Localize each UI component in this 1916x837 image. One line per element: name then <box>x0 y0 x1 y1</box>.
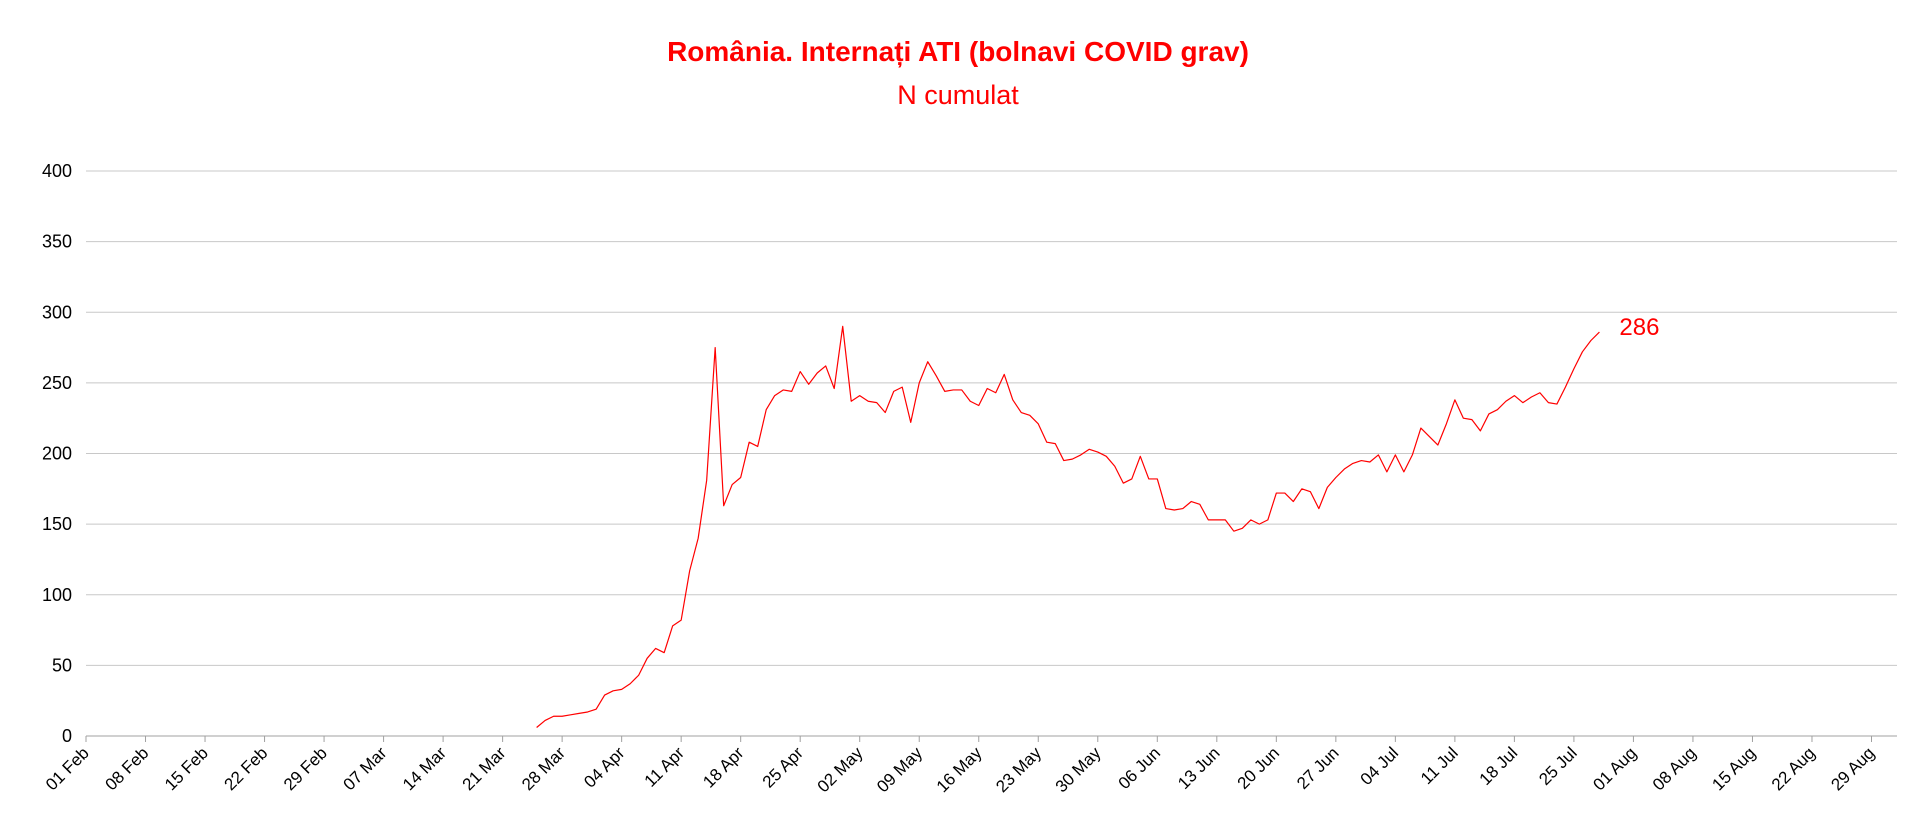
x-tick-label: 27 Jun <box>1293 743 1343 793</box>
x-axis <box>85 735 1897 742</box>
y-tick-label: 150 <box>42 514 72 534</box>
x-tick-label: 13 Jun <box>1174 743 1224 793</box>
x-axis-labels: 01 Feb 08 Feb 15 Feb 22 Feb 29 Feb 07 Mar 14 M… <box>42 743 1878 796</box>
x-tick-label: 16 May <box>933 743 986 796</box>
x-tick-label: 25 Jul <box>1535 743 1581 789</box>
series-line <box>536 325 1600 728</box>
y-tick-label: 250 <box>42 373 72 393</box>
x-tick-label: 04 Jul <box>1357 743 1403 789</box>
y-tick-label: 350 <box>42 232 72 252</box>
x-tick-label: 02 May <box>814 743 867 796</box>
x-tick-label: 25 Apr <box>759 743 807 791</box>
x-tick-label: 22 Feb <box>221 743 272 794</box>
y-tick-label: 100 <box>42 585 72 605</box>
x-tick-label: 11 Jul <box>1417 743 1462 788</box>
y-tick-label: 50 <box>52 655 72 675</box>
x-tick-label: 14 Mar <box>399 743 450 794</box>
x-tick-label: 08 Aug <box>1649 743 1700 794</box>
y-tick-label: 400 <box>42 161 72 181</box>
annotation-layer: 286 <box>1619 314 1659 341</box>
x-tick-label: 30 May <box>1052 743 1105 796</box>
x-tick-label: 22 Aug <box>1768 743 1819 794</box>
series-layer <box>536 325 1600 728</box>
y-tick-label: 200 <box>42 444 72 464</box>
x-tick-label: 15 Aug <box>1708 743 1759 794</box>
y-tick-label: 300 <box>42 302 72 322</box>
chart-subtitle: N cumulat <box>897 80 1019 110</box>
end-value-label: 286 <box>1619 314 1659 341</box>
chart-title: România. Internați ATI (bolnavi COVID gr… <box>667 36 1249 67</box>
x-tick-label: 04 Apr <box>580 743 628 791</box>
x-tick-label: 15 Feb <box>161 743 212 794</box>
x-tick-label: 06 Jun <box>1115 743 1165 793</box>
x-tick-label: 01 Feb <box>42 743 93 794</box>
x-tick-label: 01 Aug <box>1589 743 1640 794</box>
x-tick-label: 28 Mar <box>518 743 569 794</box>
x-tick-label: 18 Jul <box>1476 743 1522 789</box>
x-tick-label: 29 Feb <box>280 743 331 794</box>
x-tick-label: 07 Mar <box>340 743 391 794</box>
x-tick-label: 23 May <box>992 743 1045 796</box>
x-tick-label: 18 Apr <box>699 743 747 791</box>
x-tick-label: 29 Aug <box>1827 743 1878 794</box>
x-tick-label: 21 Mar <box>459 743 510 794</box>
y-axis-labels: 0 50 100 150 200 250 300 350 400 <box>42 161 72 746</box>
x-tick-label: 20 Jun <box>1234 743 1284 793</box>
x-tick-label: 08 Feb <box>101 743 152 794</box>
gridlines <box>86 170 1897 666</box>
x-tick-label: 11 Apr <box>641 743 689 791</box>
x-tick-label: 09 May <box>873 743 926 796</box>
y-tick-label: 0 <box>62 726 72 746</box>
